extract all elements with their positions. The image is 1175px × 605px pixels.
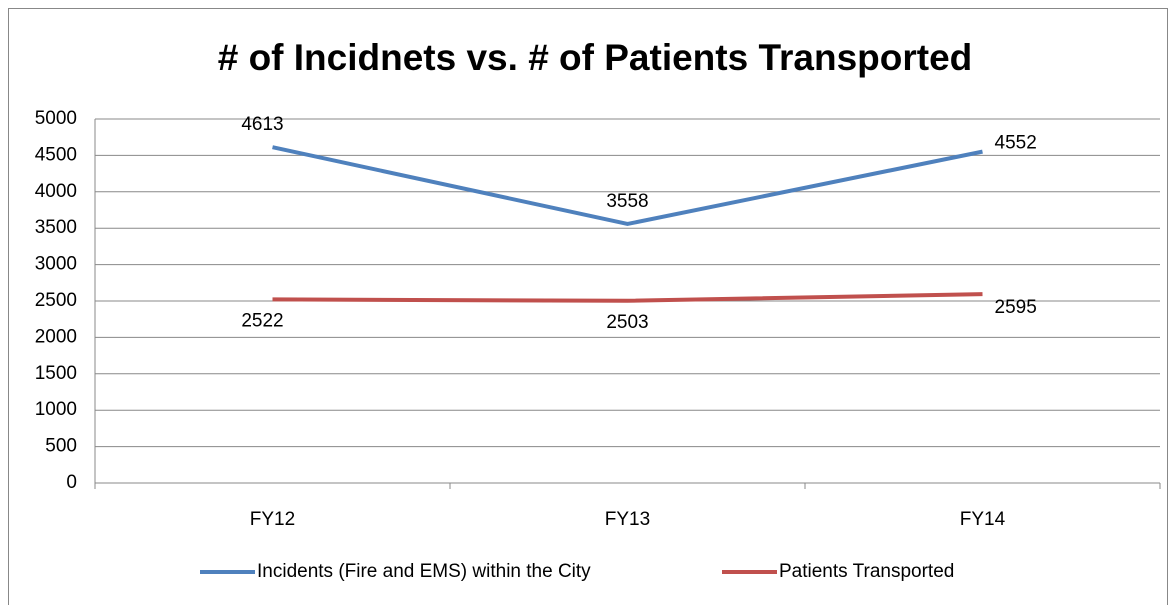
chart-border	[8, 8, 1168, 605]
data-label: 2595	[995, 297, 1037, 318]
data-label: 4552	[995, 133, 1037, 154]
data-label: 2503	[606, 312, 648, 333]
x-tick-label: FY13	[605, 509, 650, 530]
x-tick-label: FY14	[960, 509, 1006, 530]
y-tick-label: 2000	[35, 326, 77, 347]
y-tick-label: 1500	[35, 363, 77, 384]
y-tick-label: 5000	[35, 108, 77, 129]
chart-title: # of Incidnets vs. # of Patients Transpo…	[218, 37, 973, 78]
series-line	[272, 292, 983, 303]
data-label: 4613	[241, 114, 283, 135]
legend-label: Patients Transported	[779, 561, 954, 582]
y-tick-label: 2500	[35, 290, 77, 311]
x-tick-label: FY12	[250, 509, 295, 530]
y-tick-label: 1000	[35, 399, 77, 420]
series-line	[272, 145, 983, 226]
y-tick-label: 4000	[35, 181, 77, 202]
data-label: 2522	[241, 310, 283, 331]
legend-label: Incidents (Fire and EMS) within the City	[257, 561, 591, 582]
data-label: 3558	[606, 191, 648, 212]
y-tick-label: 500	[45, 436, 77, 457]
y-tick-label: 3000	[35, 254, 77, 275]
y-tick-label: 4500	[35, 144, 77, 165]
y-tick-label: 0	[66, 472, 77, 493]
y-tick-label: 3500	[35, 217, 77, 238]
